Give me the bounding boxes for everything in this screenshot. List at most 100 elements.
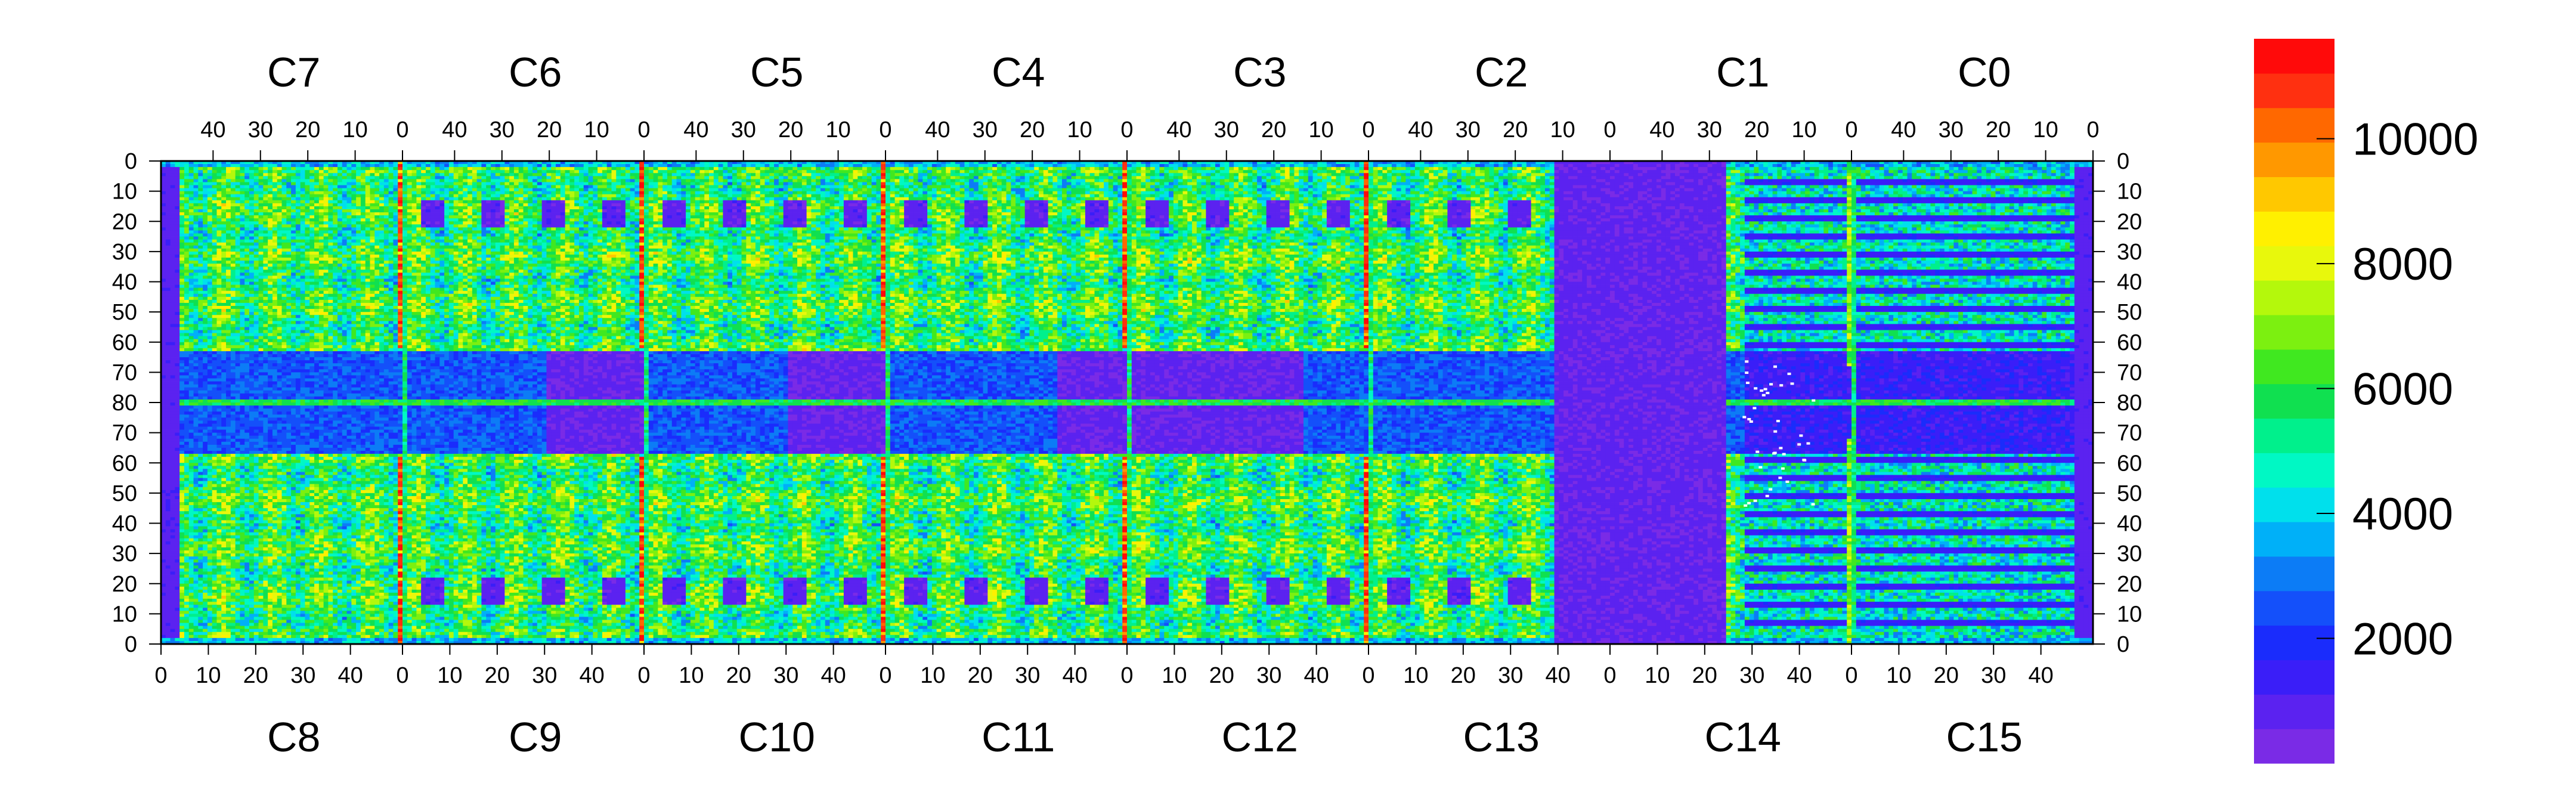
heatmap-cell [203, 167, 208, 170]
heatmap-cell [584, 173, 589, 176]
heatmap-cell [1029, 164, 1034, 167]
heatmap-cell [1178, 170, 1183, 173]
heatmap-cells [161, 161, 2093, 644]
heatmap-cell [639, 164, 644, 167]
heatmap-cell [342, 164, 347, 167]
heatmap-cell [1397, 173, 1401, 176]
heatmap-cell [1090, 173, 1095, 176]
heatmap-cell [1577, 164, 1582, 167]
heatmap-cell [1884, 167, 1889, 170]
heatmap-cell [1304, 173, 1308, 176]
heatmap-cell [175, 167, 179, 170]
heatmap-cell [1072, 164, 1076, 167]
heatmap-cell [807, 167, 812, 170]
heatmap-cell [472, 167, 477, 170]
heatmap-cell [1540, 164, 1545, 167]
heatmap-cell [1875, 170, 1880, 173]
heatmap-cell [1880, 167, 1884, 170]
heatmap-cell [704, 173, 709, 176]
heatmap-cell [240, 173, 244, 176]
heatmap-cell [565, 170, 570, 173]
heatmap-cell [1717, 167, 1722, 170]
heatmap-cell [1527, 167, 1531, 170]
heatmap-cell [769, 167, 774, 170]
heatmap-cell [551, 167, 556, 170]
heatmap-cell [569, 167, 574, 170]
heatmap-cell [937, 170, 942, 173]
heatmap-cell [509, 170, 514, 173]
heatmap-cell [1647, 167, 1652, 170]
heatmap-cell [402, 173, 407, 176]
heatmap-cell [1475, 164, 1480, 167]
heatmap-cell [909, 164, 914, 167]
heatmap-cell [366, 173, 370, 176]
heatmap-cell [203, 173, 208, 176]
heatmap-cell [765, 170, 770, 173]
heatmap-cell [1085, 164, 1090, 167]
heatmap-cell [1271, 164, 1275, 167]
heatmap-cell [2000, 170, 2005, 173]
heatmap-cell [849, 167, 853, 170]
heatmap-cell [1480, 170, 1485, 173]
heatmap-cell [1555, 164, 1559, 167]
heatmap-cell [857, 173, 862, 176]
heatmap-cell [634, 167, 639, 170]
heatmap-cell [2051, 164, 2056, 167]
heatmap-cell [992, 164, 997, 167]
heatmap-cell [486, 173, 491, 176]
heatmap-cell [1842, 167, 1847, 170]
heatmap-cell [1512, 167, 1517, 170]
heatmap-cell [872, 173, 877, 176]
heatmap-cell [1122, 173, 1127, 176]
heatmap-cell [1020, 167, 1025, 170]
heatmap-cell [983, 170, 988, 173]
heatmap-cell [844, 167, 849, 170]
heatmap-cell [504, 167, 509, 170]
heatmap-cell [1819, 170, 1823, 173]
heatmap-cell [1921, 170, 1926, 173]
heatmap-cell [333, 167, 338, 170]
heatmap-cell [1340, 164, 1345, 167]
heatmap-cell [844, 170, 849, 173]
heatmap-cell [1099, 173, 1104, 176]
heatmap-cell [1722, 170, 1726, 173]
heatmap-cell [639, 167, 644, 170]
heatmap-cell [1490, 164, 1494, 167]
heatmap-cell [691, 173, 695, 176]
heatmap-cell [737, 164, 742, 167]
heatmap-cell [1178, 167, 1183, 170]
heatmap-cell [1605, 167, 1610, 170]
heatmap-cell [1109, 164, 1113, 167]
heatmap-cell [862, 173, 867, 176]
heatmap-cell [198, 173, 203, 176]
heatmap-cell [1182, 173, 1187, 176]
heatmap-cell [277, 167, 282, 170]
heatmap-cell [463, 173, 467, 176]
heatmap-cell [1378, 170, 1383, 173]
heatmap-cell [277, 164, 282, 167]
heatmap-cell [1332, 170, 1336, 173]
heatmap-cell [1067, 164, 1072, 167]
heatmap-cell [221, 167, 226, 170]
heatmap-cell [2028, 170, 2033, 173]
heatmap-cell [1322, 164, 1327, 167]
heatmap-cell [909, 167, 914, 170]
heatmap-cell [412, 167, 417, 170]
heatmap-cell [1215, 170, 1220, 173]
heatmap-cell [2038, 167, 2042, 170]
heatmap-cell [1248, 164, 1253, 167]
heatmap-cell [1401, 170, 1406, 173]
heatmap-cell [449, 173, 454, 176]
heatmap-cell [259, 167, 264, 170]
heatmap-cell [1559, 167, 1563, 170]
heatmap-cell [737, 173, 742, 176]
heatmap-cell [834, 173, 839, 176]
heatmap-cell [1620, 170, 1624, 173]
heatmap-cell [1620, 167, 1624, 170]
heatmap-cell [1610, 164, 1615, 167]
heatmap-cell [1206, 167, 1210, 170]
heatmap-cell [426, 167, 431, 170]
heatmap-cell [2070, 167, 2075, 170]
heatmap-cell [273, 170, 277, 173]
heatmap-cell [1094, 167, 1099, 170]
